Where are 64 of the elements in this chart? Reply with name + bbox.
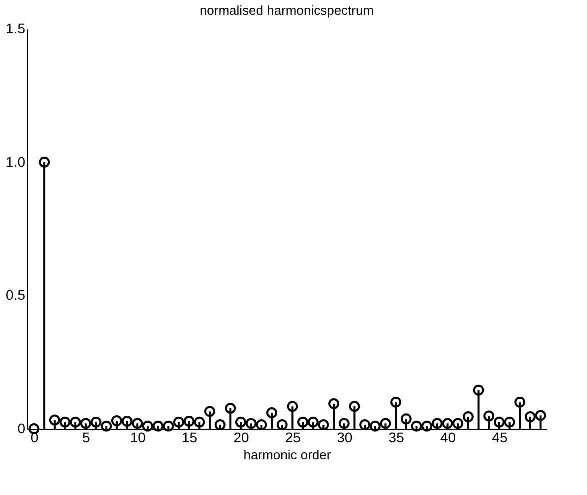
x-axis-title: harmonic order [244,448,332,462]
point [49,414,60,426]
point [524,412,536,422]
point [400,414,412,425]
point [473,384,484,396]
chart-title: normalised harmonicspectrum [200,3,374,18]
point [338,418,350,430]
x-tick-label: 5 [82,430,91,446]
point [184,416,195,427]
point [80,418,92,430]
point [535,410,546,422]
point [152,420,164,432]
point [60,416,71,428]
point [422,420,433,432]
point [28,424,40,434]
y-tick-label: 1.5 [6,20,26,36]
point [514,396,526,408]
x-tick-label: 40 [440,430,456,446]
point [380,418,392,430]
x-tick-label: 15 [182,430,198,446]
point [411,420,422,432]
point [276,420,288,430]
point [442,418,454,430]
point [287,401,298,412]
point [494,416,505,428]
y-tick-label: 0.5 [6,287,26,304]
point [370,420,381,432]
point [504,416,516,428]
point [39,156,50,168]
point [225,403,236,414]
point [256,420,268,430]
x-tick-label: 25 [285,430,302,446]
point [236,416,246,428]
point [452,418,464,430]
point [349,401,360,412]
point [142,420,154,432]
point [173,416,184,428]
point [70,416,82,428]
point [298,416,308,428]
point [390,396,402,408]
point [432,418,443,430]
point [163,420,174,432]
x-tick-label: 10 [130,430,146,446]
point [308,416,319,428]
point [266,408,278,418]
point [246,418,257,430]
x-tick-label: 20 [234,430,250,446]
point [194,416,206,428]
x-tick-label: 35 [388,430,405,446]
point [318,420,330,430]
point [360,420,371,430]
point [111,416,122,426]
x-tick-label: 30 [337,430,353,446]
point [484,410,495,422]
point [122,416,133,427]
x-tick-label: 45 [492,430,508,446]
point [132,418,144,430]
point [328,398,340,410]
point [101,420,112,432]
y-tick-label: 1.0 [6,154,26,170]
point [462,412,474,422]
point [204,406,216,418]
point [214,420,226,430]
point [90,416,102,428]
